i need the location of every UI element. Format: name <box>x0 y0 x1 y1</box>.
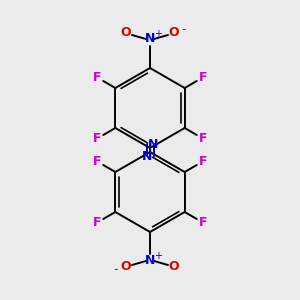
Text: O: O <box>121 260 131 274</box>
Text: F: F <box>93 216 101 229</box>
Text: +: + <box>154 29 162 39</box>
Text: F: F <box>93 155 101 168</box>
Text: F: F <box>199 155 207 168</box>
Text: N: N <box>148 137 158 151</box>
Text: O: O <box>169 26 179 40</box>
Text: F: F <box>93 132 101 145</box>
Text: -: - <box>114 263 118 277</box>
Text: -: - <box>182 23 186 37</box>
Text: +: + <box>154 251 162 261</box>
Text: F: F <box>93 71 101 84</box>
Text: O: O <box>121 26 131 40</box>
Text: O: O <box>169 260 179 274</box>
Text: F: F <box>199 71 207 84</box>
Text: F: F <box>199 132 207 145</box>
Text: N: N <box>145 32 155 46</box>
Text: F: F <box>199 216 207 229</box>
Text: N: N <box>145 254 155 268</box>
Text: N: N <box>142 149 152 163</box>
